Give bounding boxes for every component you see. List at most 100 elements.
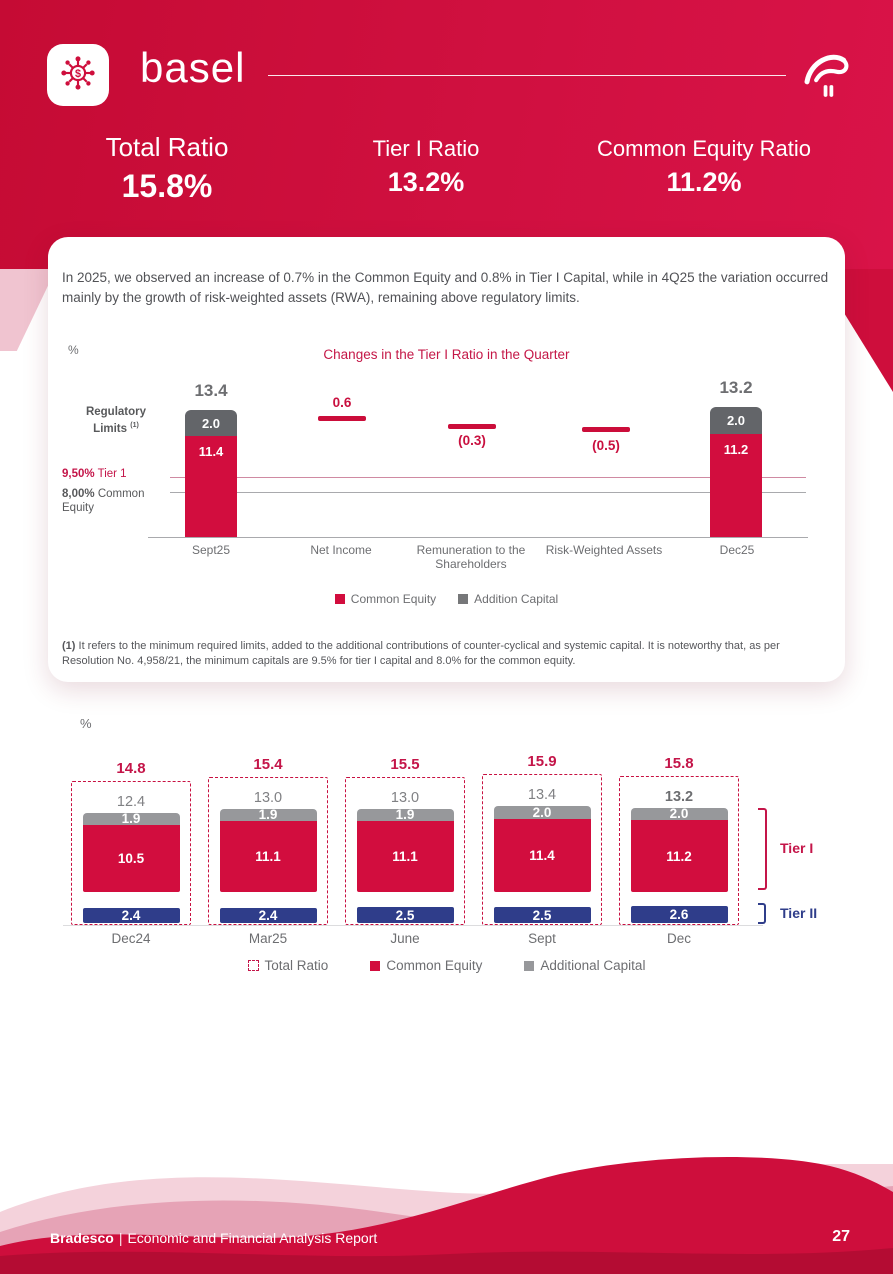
addition-capital-segment: 2.0 [710,407,762,434]
additional-capital-bar: 1.9 [219,807,317,822]
reference-line-tier1-label: 9,50% Tier 1 [62,468,127,480]
stat-tier1-ratio: Tier I Ratio 13.2% [306,136,546,198]
chart1-x-label: Risk-Weighted Assets [545,543,663,557]
tier1-changes-card: In 2025, we observed an increase of 0.7%… [48,237,845,682]
red-swatch-icon [334,594,345,604]
delta-net-income-label: 0.6 [332,395,352,410]
legend-item-total-ratio: Total Ratio [247,958,328,973]
total-ratio-label: 15.8 [664,754,694,772]
tier1-total-label: 13.0 [390,789,420,806]
chart2-x-label: Dec [666,931,691,946]
red-swatch-icon [370,960,381,971]
stat-label: Common Equity Ratio [597,136,811,161]
total-ratio-outline [482,774,602,925]
legend-item-additional-capital: Additional Capital [524,958,645,973]
chart2-axis [63,925,763,926]
legend-item-addition-capital: Addition Capital [458,592,558,606]
chart1-legend: Common Equity Addition Capital [48,592,845,606]
gray-swatch-icon [524,960,535,971]
tier2-bar: 2.4 [219,907,317,923]
tier2-bar: 2.5 [493,907,591,923]
bradesco-logo [802,50,852,107]
delta-remuneration-label: (0.3) [458,433,486,448]
common-equity-bar: 11.2 [630,820,728,892]
common-equity-segment: 11.4 [185,436,237,537]
bar-total-label: 13.2 [719,378,753,397]
tier1-bracket [758,808,767,890]
legend-item-common-equity: Common Equity [370,958,482,973]
total-ratio-outline [71,780,191,925]
chart2-x-label: Sept [528,931,556,946]
legend-item-common-equity: Common Equity [334,592,436,606]
chart1-x-label: Dec25 [719,543,755,557]
delta-rwa-marker [582,427,630,432]
total-ratio-label: 15.5 [390,755,420,773]
svg-text:$: $ [75,67,81,79]
total-ratio-label: 15.9 [527,753,557,771]
tier1-total-label: 13.4 [527,787,557,804]
stat-total-ratio: Total Ratio 15.8% [47,132,287,205]
stacked-bar-dec25: 2.0 11.2 [710,407,762,537]
tier-composition-plot: 14.8 12.4 1.9 10.5 2.4 15.4 13.0 1.9 11.1 2.4 15.5… [63,745,763,926]
stat-value: 11.2% [666,167,742,197]
tier2-bracket [758,903,766,924]
chart1-x-label: Net Income [310,543,372,557]
chart2-x-label: June [390,931,420,946]
dashed-outline-swatch-icon [247,960,259,971]
chart2-legend: Total Ratio Common Equity Additional Cap… [0,958,893,973]
total-ratio-outline [345,776,465,925]
additional-capital-bar: 2.0 [493,805,591,820]
chart1-axis [148,537,808,538]
stat-value: 13.2% [387,167,465,197]
chart1-title: Changes in the Tier I Ratio in the Quart… [323,347,570,362]
stat-label: Total Ratio [105,132,229,162]
chart1-x-label: Sept25 [191,543,231,557]
reference-line-common-equity-label: 8,00% Common Equity [62,488,145,514]
additional-capital-bar: 1.9 [356,807,454,822]
regulatory-limits-note: Regulatory Limits (1) [85,406,147,435]
chart1-unit-label: % [68,343,79,357]
total-ratio-outline [208,776,328,925]
stat-value: 15.8% [121,168,213,204]
delta-rwa-label: (0.5) [592,438,620,453]
common-equity-bar: 11.1 [219,820,317,892]
delta-net-income-marker [318,416,366,421]
delta-remuneration-marker [448,424,496,429]
title-divider [268,75,786,76]
section-icon-tile: $ [47,44,109,106]
total-ratio-label: 15.4 [253,755,283,773]
footer-report-title: Bradesco | Economic and Financial Analysis… [50,1230,378,1246]
tier1-total-label: 13.0 [253,789,283,806]
chart1-x-label: Remuneration to the Shareholders [416,543,526,571]
tier2-bracket-label: Tier II [780,905,818,921]
total-ratio-outline [619,775,739,925]
total-ratio-label: 14.8 [116,759,146,777]
tier2-bar: 2.4 [82,907,180,923]
additional-capital-bar: 1.9 [82,811,180,826]
stat-common-equity-ratio: Common Equity Ratio 11.2% [564,136,844,198]
tier2-bar: 2.6 [630,906,728,923]
addition-capital-segment: 2.0 [185,410,237,436]
tier1-bracket-label: Tier I [780,840,814,856]
network-dollar-icon: $ [58,53,98,98]
bar-total-label: 13.4 [194,381,228,400]
additional-capital-bar: 2.0 [630,806,728,821]
page-number: 27 [832,1228,850,1245]
intro-paragraph: In 2025, we observed an increase of 0.7%… [62,270,829,305]
header-background [0,0,893,270]
gray-swatch-icon [458,594,469,604]
stat-label: Tier I Ratio [372,136,480,161]
tier1-total-label: 12.4 [116,793,146,810]
chart2-x-label: Mar25 [248,931,288,946]
page-title: basel [140,44,246,91]
common-equity-bar: 11.1 [356,820,454,892]
chart2-unit-label: % [80,716,92,731]
footnote: (1) It refers to the minimum required li… [62,640,780,667]
footer-wave-decoration [0,1134,893,1274]
common-equity-bar: 10.5 [82,824,180,892]
reference-line-common-equity [170,492,806,493]
stacked-bar-sept25: 2.0 11.4 [185,410,237,537]
tier2-bar: 2.5 [356,907,454,923]
common-equity-bar: 11.4 [493,819,591,892]
